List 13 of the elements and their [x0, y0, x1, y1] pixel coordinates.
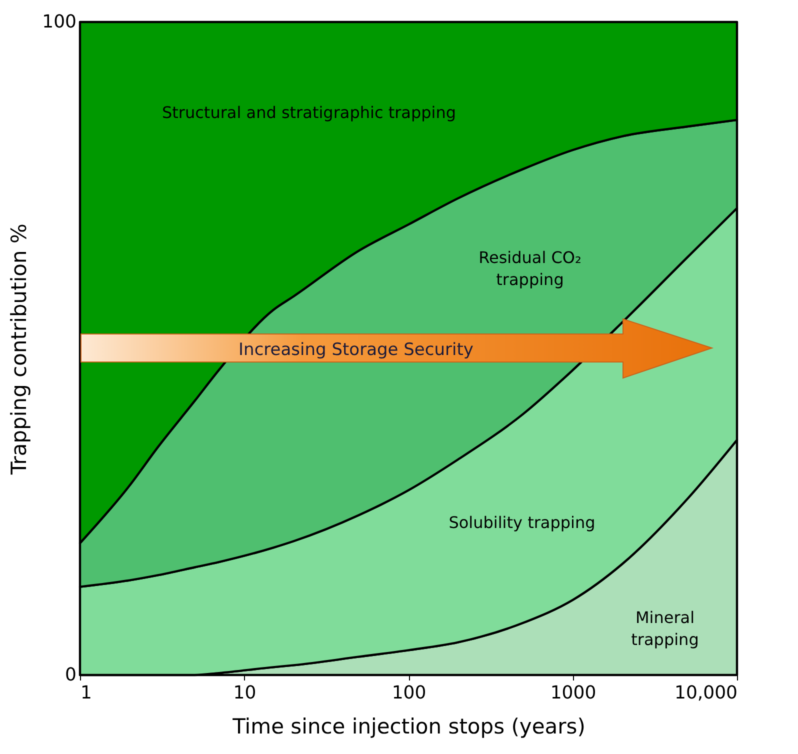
series-label: Mineral trapping	[631, 608, 699, 649]
annotation: Increasing Storage Security	[238, 340, 474, 360]
y-tick-label: 0	[65, 664, 76, 686]
x-tick-label: 10	[233, 682, 256, 704]
x-tick-label: 1	[80, 682, 92, 704]
x-tick-label: 1000	[550, 682, 596, 704]
x-tick-label: 10,000	[674, 682, 738, 704]
series-label: Solubility trapping	[448, 513, 596, 532]
x-tick-label: 100	[392, 682, 426, 704]
series-label: Residual CO₂ trapping	[478, 248, 582, 289]
series-label: Structural and stratigraphic trapping	[162, 103, 456, 122]
y-axis-title: Trapping contribution %	[7, 224, 32, 476]
x-axis-title: Time since injection stops (years)	[232, 714, 586, 738]
